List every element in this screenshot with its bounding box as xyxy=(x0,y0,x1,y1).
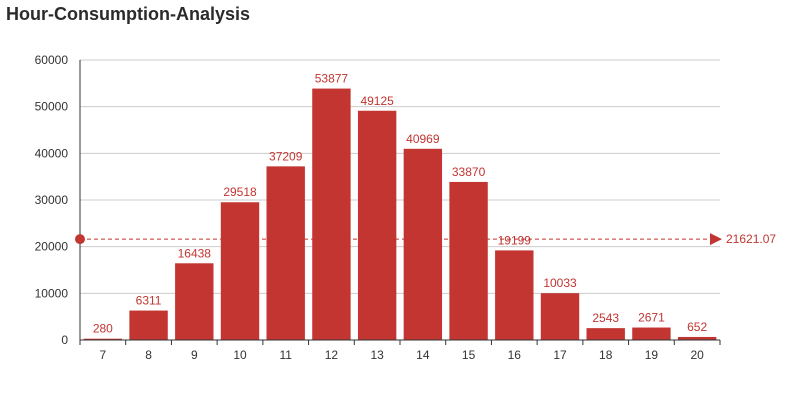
x-tick-label: 8 xyxy=(145,348,152,362)
bar-9[interactable] xyxy=(175,263,214,340)
bar-value-label: 652 xyxy=(687,320,707,334)
x-tick-label: 20 xyxy=(690,348,704,362)
x-tick-label: 15 xyxy=(462,348,476,362)
y-tick-label: 60000 xyxy=(35,53,69,67)
bar-value-label: 49125 xyxy=(360,94,394,108)
bar-14[interactable] xyxy=(403,148,443,340)
chart-title: Hour-Consumption-Analysis xyxy=(6,4,251,24)
bar-16[interactable] xyxy=(495,250,534,340)
bar-13[interactable] xyxy=(357,110,397,340)
bar-value-label: 16438 xyxy=(178,246,212,260)
y-tick-label: 10000 xyxy=(35,286,69,300)
grid-lines xyxy=(80,59,720,294)
bar-20[interactable] xyxy=(677,336,717,340)
mean-line-label: 21621.07 xyxy=(726,232,776,246)
y-tick-label: 40000 xyxy=(35,146,69,160)
bar-value-label: 10033 xyxy=(543,276,577,290)
bar-value-label: 29518 xyxy=(223,185,257,199)
average-mark-line: 21621.07 xyxy=(75,232,776,246)
y-tick-label: 20000 xyxy=(35,240,69,254)
x-tick-label: 17 xyxy=(553,348,567,362)
x-tick-label: 9 xyxy=(191,348,198,362)
x-tick-label: 12 xyxy=(325,348,339,362)
bar-value-label: 33870 xyxy=(452,165,486,179)
mean-line-start-marker xyxy=(75,234,85,245)
bar-7[interactable] xyxy=(83,338,123,340)
bar-value-label: 6311 xyxy=(136,294,162,308)
bar-value-label: 280 xyxy=(93,322,113,336)
bar-11[interactable] xyxy=(266,166,305,340)
bar-12[interactable] xyxy=(312,88,351,340)
y-tick-label: 50000 xyxy=(35,100,69,114)
bar-10[interactable] xyxy=(220,202,260,340)
x-tick-label: 16 xyxy=(508,348,522,362)
x-tick-label: 13 xyxy=(370,348,384,362)
y-tick-label: 30000 xyxy=(35,193,69,207)
bar-value-label: 19199 xyxy=(498,233,532,247)
bar-17[interactable] xyxy=(540,293,580,340)
bar-value-label: 53877 xyxy=(315,72,349,86)
x-tick-label: 7 xyxy=(100,348,107,362)
x-tick-label: 10 xyxy=(233,348,247,362)
x-tick-label: 11 xyxy=(279,348,292,362)
bar-15[interactable] xyxy=(449,181,488,340)
bar-19[interactable] xyxy=(632,327,671,340)
bar-value-label: 2543 xyxy=(592,311,619,325)
bar-value-label: 2671 xyxy=(638,311,665,325)
bar-value-label: 40969 xyxy=(406,132,440,146)
x-tick-label: 19 xyxy=(645,348,659,362)
bars xyxy=(83,88,717,340)
x-tick-label: 18 xyxy=(599,348,613,362)
bar-value-label: 37209 xyxy=(269,149,303,163)
x-tick-label: 14 xyxy=(416,348,430,362)
y-tick-label: 0 xyxy=(61,333,68,347)
mean-line-arrow-icon xyxy=(710,233,722,246)
axes: 0 10000 20000 30000 40000 50000 60000 7 8 9 10 11 12… xyxy=(35,53,721,362)
bar-18[interactable] xyxy=(586,328,625,340)
bar-value-labels: 280 6311 16438 29518 37209 53877 49125 40969 338… xyxy=(93,72,708,336)
bar-8[interactable] xyxy=(129,310,168,340)
